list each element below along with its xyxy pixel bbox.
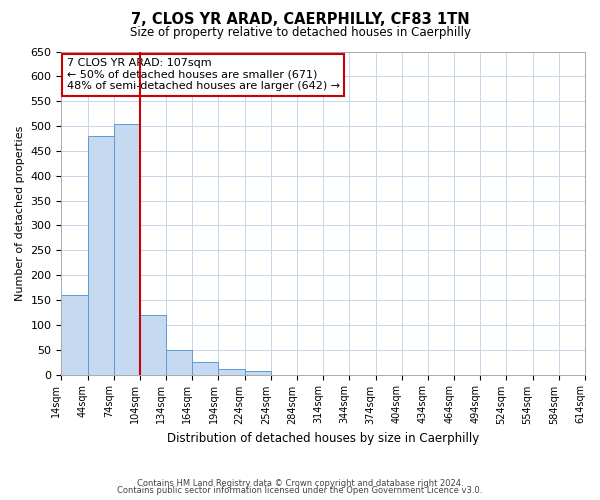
Bar	[88, 136, 114, 374]
Bar	[140, 315, 166, 374]
Text: Contains HM Land Registry data © Crown copyright and database right 2024.: Contains HM Land Registry data © Crown c…	[137, 478, 463, 488]
Bar	[218, 368, 245, 374]
Text: 7 CLOS YR ARAD: 107sqm
← 50% of detached houses are smaller (671)
48% of semi-de: 7 CLOS YR ARAD: 107sqm ← 50% of detached…	[67, 58, 340, 91]
Bar	[166, 350, 193, 374]
Text: 7, CLOS YR ARAD, CAERPHILLY, CF83 1TN: 7, CLOS YR ARAD, CAERPHILLY, CF83 1TN	[131, 12, 469, 28]
Bar	[114, 124, 140, 374]
Bar	[193, 362, 218, 374]
Text: Size of property relative to detached houses in Caerphilly: Size of property relative to detached ho…	[130, 26, 470, 39]
Bar	[245, 371, 271, 374]
Bar	[61, 295, 88, 374]
Text: Contains public sector information licensed under the Open Government Licence v3: Contains public sector information licen…	[118, 486, 482, 495]
Y-axis label: Number of detached properties: Number of detached properties	[15, 126, 25, 300]
X-axis label: Distribution of detached houses by size in Caerphilly: Distribution of detached houses by size …	[167, 432, 479, 445]
